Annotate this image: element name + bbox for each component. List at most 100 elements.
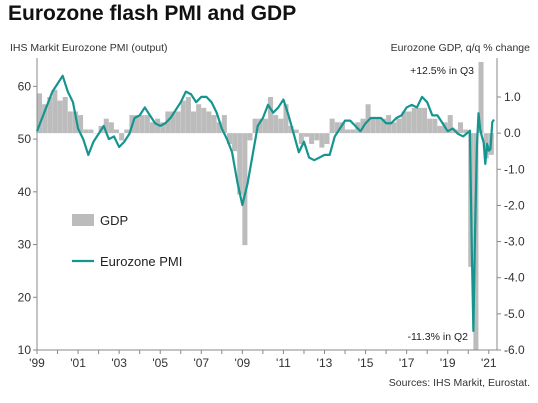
pmi-line: [35, 74, 495, 333]
gdp-bar: [437, 125, 443, 134]
gdp-bar: [324, 133, 330, 144]
gdp-bar: [88, 129, 94, 134]
source-note: Sources: IHS Markit, Eurostat.: [388, 377, 530, 389]
gdp-bar: [303, 133, 309, 137]
gdp-bar: [370, 118, 376, 134]
right-axis-tick-label: -6.0: [504, 343, 525, 357]
gdp-bar: [165, 111, 171, 134]
gdp-bar: [180, 100, 186, 134]
gdp-bar: [37, 93, 43, 134]
gdp-bar: [83, 129, 89, 134]
left-axis-tick-label: 30: [18, 238, 32, 252]
gdp-bar: [237, 133, 243, 195]
gdp-bar: [427, 118, 433, 134]
gdp-bar: [478, 62, 484, 134]
gdp-bar: [416, 107, 422, 134]
gdp-bar: [78, 115, 84, 134]
gdp-bar: [42, 104, 48, 134]
gdp-bar: [345, 129, 351, 134]
right-axis-title: Eurozone GDP, q/q % change: [390, 42, 530, 54]
gdp-bar: [319, 133, 325, 148]
gdp-bar: [447, 115, 453, 134]
gdp-bar: [191, 111, 197, 134]
gdp-bar: [216, 122, 222, 134]
gdp-bar: [211, 115, 217, 134]
gdp-bar: [432, 118, 438, 134]
gdp-bar: [463, 129, 469, 134]
legend-gdp-swatch: [72, 214, 94, 226]
gdp-bar: [422, 107, 428, 134]
legend-pmi-label: Eurozone PMI: [100, 254, 182, 269]
gdp-bar: [134, 115, 140, 134]
right-axis-tick-label: 0.0: [504, 126, 521, 140]
gdp-bar: [350, 129, 356, 134]
x-axis-tick-label: '09: [235, 356, 251, 370]
gdp-bar: [257, 118, 263, 134]
gdp-bar: [103, 118, 109, 134]
x-axis-tick-label: '21: [481, 356, 497, 370]
gdp-bar: [406, 111, 412, 134]
legend-gdp-label: GDP: [100, 213, 128, 228]
gdp-bar: [221, 115, 227, 134]
gdp-bar: [139, 115, 145, 134]
right-axis-tick-label: -5.0: [504, 307, 525, 321]
gdp-bar: [329, 118, 335, 134]
gdp-bar: [288, 125, 294, 134]
left-axis-tick-label: 50: [18, 132, 32, 146]
gdp-bar: [391, 122, 397, 134]
gdp-bar: [62, 97, 68, 134]
gdp-bar: [119, 133, 125, 141]
gdp-bar: [47, 97, 53, 134]
gdp-bar: [170, 111, 176, 134]
x-axis-tick-label: '17: [399, 356, 415, 370]
gdp-bar: [365, 104, 371, 134]
gdp-bar: [124, 129, 130, 134]
gdp-bar: [57, 100, 63, 134]
gdp-bar: [144, 115, 150, 134]
gdp-bar: [185, 97, 191, 134]
gdp-bar: [108, 122, 114, 134]
x-axis-tick-label: '01: [70, 356, 86, 370]
gdp-bar: [293, 129, 299, 134]
gdp-bar: [114, 129, 120, 134]
annotation-q2: -11.3% in Q2: [407, 331, 468, 343]
chart-title: Eurozone flash PMI and GDP: [8, 2, 297, 25]
gdp-bar: [247, 133, 253, 141]
gdp-bar: [268, 97, 274, 134]
x-axis-tick-label: '07: [193, 356, 209, 370]
x-axis-tick-label: '05: [152, 356, 168, 370]
gdp-bar: [175, 111, 181, 134]
gdp-bar: [375, 118, 381, 134]
x-axis-tick-label: '99: [29, 356, 45, 370]
gdp-bar: [309, 133, 315, 144]
left-axis-tick-label: 40: [18, 185, 32, 199]
left-axis-tick-label: 10: [18, 343, 32, 357]
gdp-bar: [206, 111, 212, 134]
x-axis-tick-label: '11: [276, 356, 291, 370]
gdp-bar: [232, 133, 238, 152]
gdp-bar: [149, 122, 155, 134]
gdp-bar: [273, 115, 279, 134]
gdp-bar: [401, 111, 407, 134]
gdp-bar: [396, 118, 402, 134]
gdp-bar: [334, 122, 340, 134]
right-axis-tick-label: -1.0: [504, 162, 525, 176]
gdp-bar: [298, 133, 304, 144]
left-axis-tick-label: 20: [18, 290, 32, 304]
right-axis-tick-label: -2.0: [504, 198, 525, 212]
x-axis-tick-label: '13: [317, 356, 333, 370]
right-axis-tick-label: -3.0: [504, 235, 525, 249]
gdp-bar: [380, 118, 386, 134]
gdp-bar: [52, 89, 58, 134]
gdp-bar: [155, 118, 161, 134]
x-axis-tick-label: '19: [440, 356, 456, 370]
gdp-bar: [262, 118, 268, 134]
gdp-bar: [252, 118, 258, 134]
gdp-bar: [283, 104, 289, 134]
gdp-bar: [226, 133, 232, 144]
gdp-bar: [278, 118, 284, 134]
gdp-bar: [314, 133, 320, 141]
gdp-bar: [242, 133, 248, 246]
